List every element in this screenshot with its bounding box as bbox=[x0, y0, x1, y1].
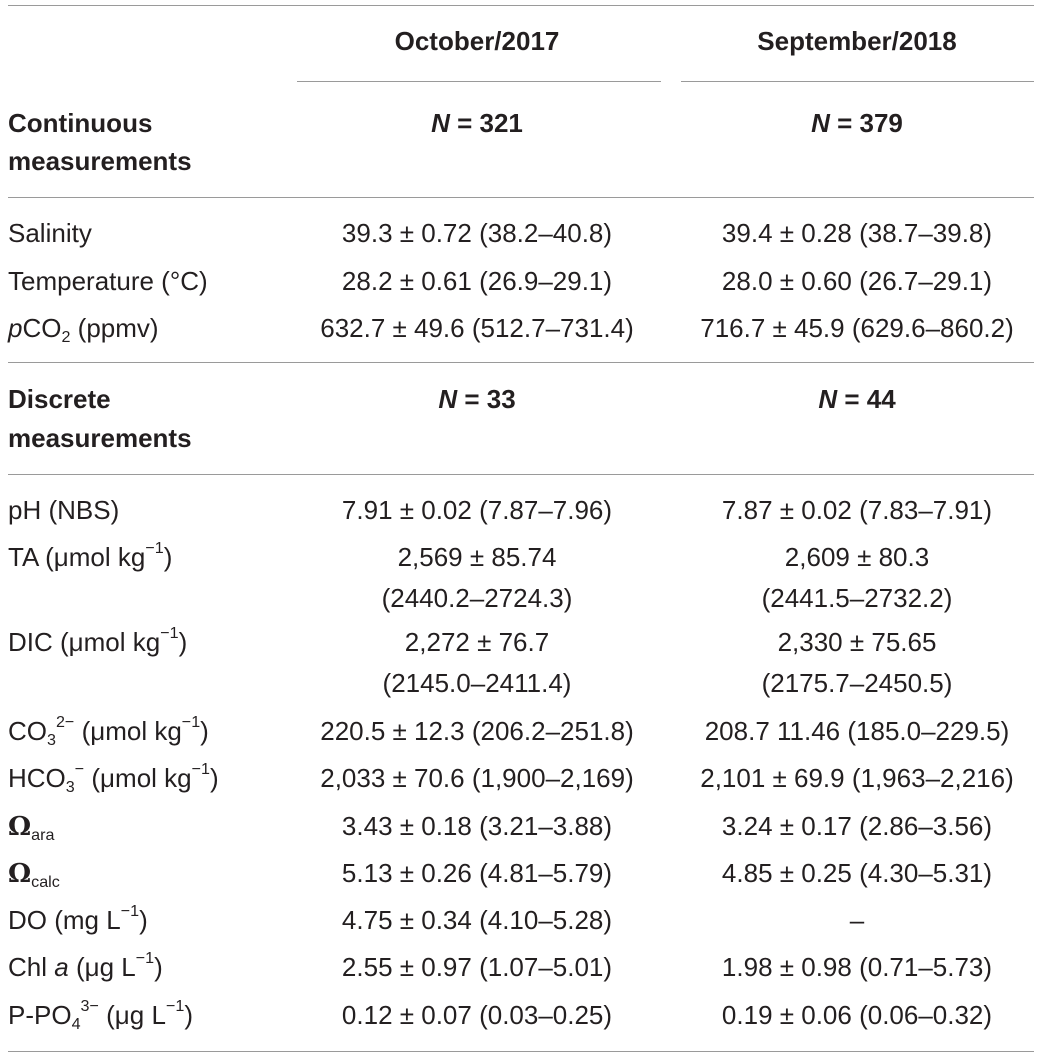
row-value: 39.4 ± 0.28 (38.7–39.8) bbox=[721, 218, 993, 248]
discrete-section-rule bbox=[8, 474, 1034, 475]
row-value: 7.87 ± 0.02 (7.83–7.91) bbox=[721, 495, 993, 525]
row-value: 39.3 ± 0.72 (38.2–40.8) bbox=[341, 218, 613, 248]
row-label-pco2: pCO2 (ppmv) bbox=[8, 313, 159, 346]
row-value: 2.55 ± 0.97 (1.07–5.01) bbox=[341, 952, 613, 982]
row-value: (2440.2–2724.3) bbox=[381, 583, 573, 613]
discrete-n-col2: N = 44 bbox=[818, 384, 896, 414]
row-label-p-po4: P-PO43− (μg L−1) bbox=[8, 997, 193, 1033]
row-value: 0.19 ± 0.06 (0.06–0.32) bbox=[721, 1000, 993, 1030]
discrete-title-line1: Discrete bbox=[8, 384, 111, 414]
row-label-co3: CO32− (μmol kg−1) bbox=[8, 713, 209, 749]
row-value: 2,609 ± 80.3 bbox=[784, 542, 930, 572]
bottom-rule bbox=[8, 1051, 1034, 1052]
discrete-title-line2: measurements bbox=[8, 423, 192, 453]
row-label-salinity: Salinity bbox=[8, 218, 92, 248]
continuous-n-col2: N = 379 bbox=[811, 108, 903, 138]
row-value: (2175.7–2450.5) bbox=[761, 668, 953, 698]
row-value: 220.5 ± 12.3 (206.2–251.8) bbox=[320, 716, 634, 746]
row-value: 0.12 ± 0.07 (0.03–0.25) bbox=[341, 1000, 613, 1030]
continuous-section-rule bbox=[8, 197, 1034, 198]
row-value: 2,330 ± 75.65 bbox=[777, 627, 937, 657]
row-value: 2,272 ± 76.7 bbox=[404, 627, 550, 657]
row-value: 2,569 ± 85.74 bbox=[397, 542, 557, 572]
continuous-title-line1: Continuous bbox=[8, 108, 153, 138]
row-label-do: DO (mg L−1) bbox=[8, 902, 148, 935]
row-label-chl-a: Chl a (μg L−1) bbox=[8, 949, 163, 982]
row-value: 28.2 ± 0.61 (26.9–29.1) bbox=[341, 266, 613, 296]
row-value: 2,101 ± 69.9 (1,963–2,216) bbox=[700, 763, 1014, 793]
row-label-omega-calc: Ωcalc bbox=[8, 859, 60, 891]
row-value: 4.75 ± 0.34 (4.10–5.28) bbox=[341, 905, 613, 935]
row-value: 632.7 ± 49.6 (512.7–731.4) bbox=[320, 313, 634, 343]
row-value: 3.24 ± 0.17 (2.86–3.56) bbox=[721, 811, 993, 841]
row-value: 5.13 ± 0.26 (4.81–5.79) bbox=[341, 858, 613, 888]
continuous-n-col1: N = 321 bbox=[431, 108, 523, 138]
row-value: 4.85 ± 0.25 (4.30–5.31) bbox=[721, 858, 993, 888]
row-value: 208.7 11.46 (185.0–229.5) bbox=[704, 716, 1010, 746]
discrete-divider-rule bbox=[8, 362, 1034, 363]
row-value: 1.98 ± 0.98 (0.71–5.73) bbox=[721, 952, 993, 982]
row-value: 2,033 ± 70.6 (1,900–2,169) bbox=[320, 763, 634, 793]
row-label-ph: pH (NBS) bbox=[8, 495, 120, 525]
header-rule-col2 bbox=[681, 81, 1034, 82]
row-label-temperature: Temperature (°C) bbox=[8, 266, 208, 296]
column-header-september-2018: September/2018 bbox=[757, 26, 957, 56]
row-label-dic: DIC (μmol kg−1) bbox=[8, 624, 188, 657]
row-value: (2145.0–2411.4) bbox=[382, 668, 572, 698]
row-value: 7.91 ± 0.02 (7.87–7.96) bbox=[341, 495, 613, 525]
row-value: 716.7 ± 45.9 (629.6–860.2) bbox=[700, 313, 1014, 343]
row-label-hco3: HCO3− (μmol kg−1) bbox=[8, 760, 219, 796]
row-value: 28.0 ± 0.60 (26.7–29.1) bbox=[721, 266, 993, 296]
continuous-title-line2: measurements bbox=[8, 146, 192, 176]
row-value: – bbox=[849, 905, 865, 935]
discrete-n-col1: N = 33 bbox=[438, 384, 516, 414]
row-label-ta: TA (μmol kg−1) bbox=[8, 539, 173, 572]
row-value: (2441.5–2732.2) bbox=[761, 583, 953, 613]
row-value: 3.43 ± 0.18 (3.21–3.88) bbox=[341, 811, 613, 841]
column-header-october-2017: October/2017 bbox=[394, 26, 560, 56]
header-rule-col1 bbox=[297, 81, 661, 82]
top-rule bbox=[8, 5, 1034, 6]
row-label-omega-ara: Ωara bbox=[8, 812, 55, 844]
